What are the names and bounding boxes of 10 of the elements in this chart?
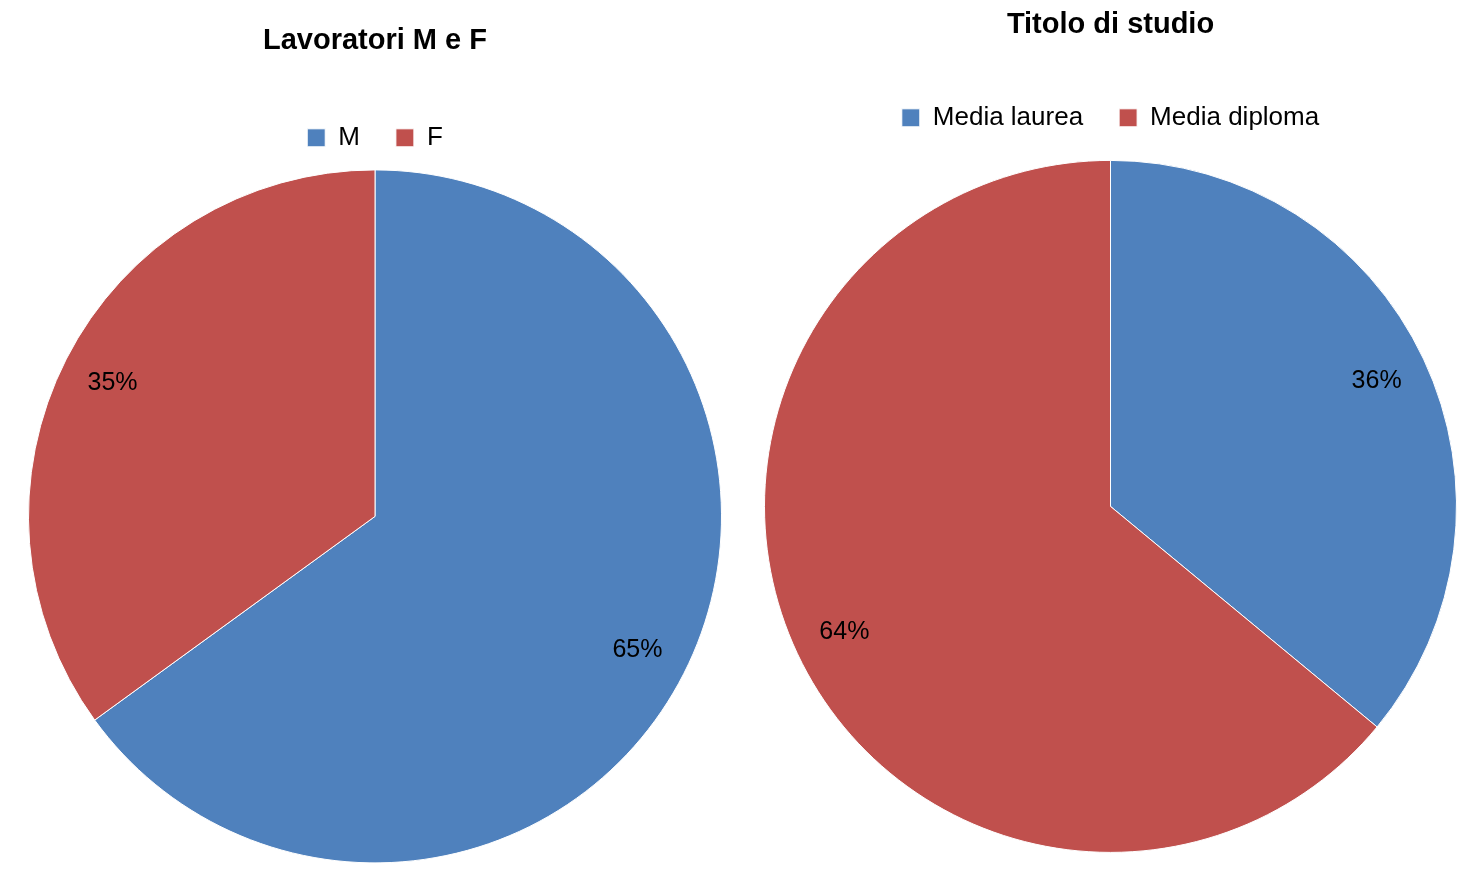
data-label: 36% <box>1351 365 1402 394</box>
data-label: 65% <box>612 634 663 662</box>
data-label: 35% <box>87 366 138 395</box>
legend-label: F <box>426 120 443 151</box>
data-label: 64% <box>819 615 870 644</box>
chart-title: Lavoratori M e F <box>263 23 487 56</box>
chart-title: Titolo di studio <box>1006 7 1215 40</box>
legend-label: Media laurea <box>932 100 1084 131</box>
legend-label: Media diploma <box>1150 100 1320 131</box>
legend-label: M <box>338 120 360 151</box>
